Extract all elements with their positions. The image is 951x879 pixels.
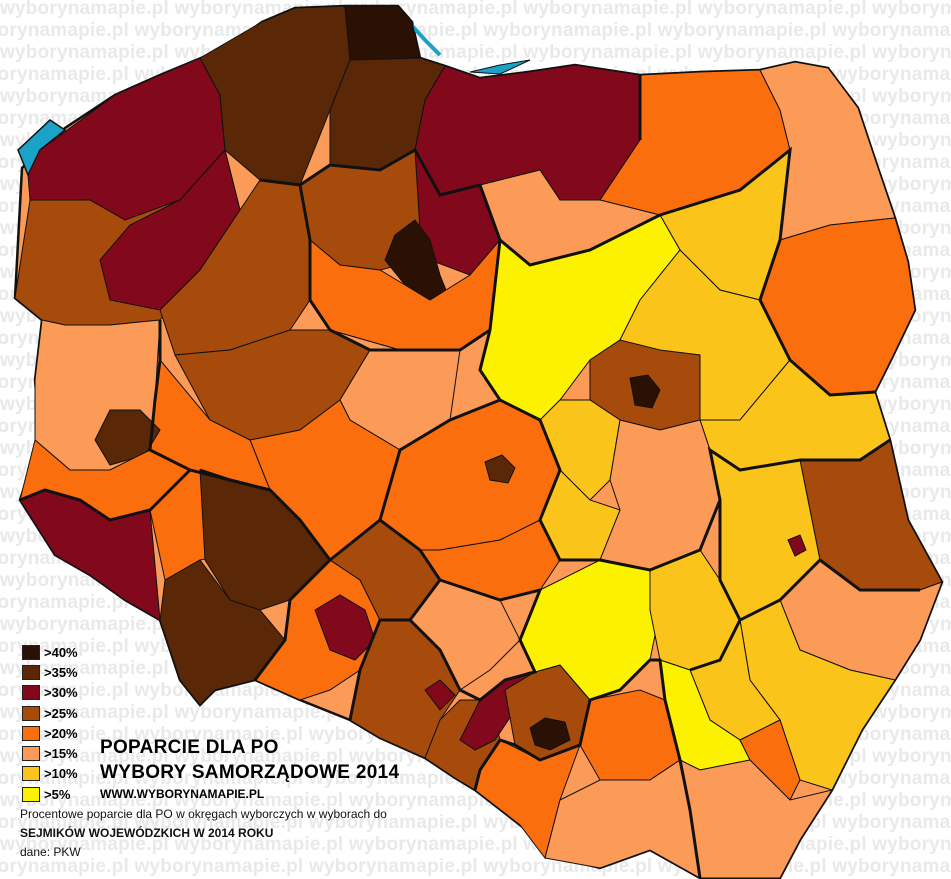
- legend-label: >35%: [44, 664, 78, 680]
- map-title: POPARCIE DLA PO: [100, 737, 279, 758]
- note-description: Procentowe poparcie dla PO w okręgach wy…: [20, 807, 387, 821]
- notes: Procentowe poparcie dla PO w okręgach wy…: [20, 805, 387, 862]
- region-krakow: [529, 717, 571, 751]
- legend-label: >15%: [44, 746, 78, 762]
- legend-label: >5%: [44, 786, 71, 802]
- legend-item: >15%: [22, 743, 78, 763]
- legend-item: >25%: [22, 703, 78, 723]
- border-line: [408, 578, 543, 702]
- legend-swatch: [22, 664, 40, 680]
- vistula-lagoon: [469, 59, 531, 75]
- legend-swatch: [22, 786, 40, 802]
- region-gdansk-north: [344, 5, 421, 63]
- border-line: [19, 468, 192, 522]
- legend-label: >40%: [44, 644, 78, 660]
- legend: >40% >35% >30% >25% >20% >15% >10% >5%: [22, 642, 78, 804]
- border-line: [473, 658, 702, 879]
- title-block: POPARCIE DLA PO WYBORY SAMORZĄDOWE 2014 …: [100, 735, 399, 801]
- border-line: [689, 558, 920, 672]
- border-line: [478, 329, 891, 572]
- note-election: SEJMIKÓW WOJEWÓDZKICH W 2014 ROKU: [20, 826, 274, 840]
- legend-swatch: [22, 725, 40, 741]
- legend-label: >20%: [44, 725, 78, 741]
- legend-item: >40%: [22, 642, 78, 662]
- legend-swatch: [22, 685, 40, 701]
- border-line: [299, 147, 502, 331]
- region-gliwice: [424, 679, 456, 711]
- region-lublin-city: [787, 534, 807, 557]
- bay-szczecin: [17, 119, 67, 177]
- border-line: [329, 398, 501, 562]
- legend-swatch: [22, 766, 40, 782]
- legend-label: >25%: [44, 705, 78, 721]
- note-source: dane: PKW: [20, 845, 81, 859]
- region-zielona-gora: [94, 409, 161, 466]
- map-subtitle: WYBORY SAMORZĄDOWE 2014: [100, 762, 400, 783]
- border-line: [199, 468, 332, 681]
- legend-item: >30%: [22, 683, 78, 703]
- border-line: [259, 178, 491, 352]
- legend-item: >5%: [22, 784, 78, 804]
- legend-label: >10%: [44, 766, 78, 782]
- legend-item: >10%: [22, 764, 78, 784]
- border-line: [718, 500, 742, 621]
- region-warsaw: [629, 374, 661, 409]
- legend-item: >20%: [22, 723, 78, 743]
- border-line: [659, 146, 876, 397]
- border-line: [499, 213, 661, 267]
- region-lodz: [484, 454, 516, 484]
- legend-swatch: [22, 746, 40, 762]
- voivodeship-borders: [19, 75, 920, 879]
- legend-item: >35%: [22, 662, 78, 682]
- region-rzeszow: [739, 719, 801, 801]
- legend-swatch: [22, 644, 40, 660]
- legend-swatch: [22, 705, 40, 721]
- site-url[interactable]: WWW.WYBORYNAMAPIE.PL: [100, 787, 265, 801]
- legend-label: >30%: [44, 685, 78, 701]
